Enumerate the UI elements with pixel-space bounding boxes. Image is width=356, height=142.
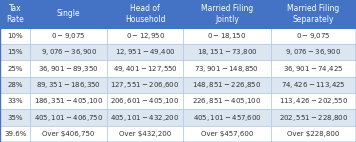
Bar [183, 126, 271, 142]
Text: 25%: 25% [7, 65, 23, 72]
Bar [30, 93, 107, 109]
Bar [183, 28, 271, 44]
Text: $12,951 - $49,400: $12,951 - $49,400 [115, 47, 175, 57]
Text: 15%: 15% [7, 49, 23, 55]
Text: $206,601 - $405,100: $206,601 - $405,100 [110, 96, 180, 106]
Text: $89,351 - $186,350: $89,351 - $186,350 [36, 80, 101, 90]
Text: $405,101 - $432,200: $405,101 - $432,200 [110, 112, 180, 123]
Text: Head of
Household: Head of Household [125, 4, 165, 24]
Bar [271, 77, 356, 93]
Text: $73,901 - $148,850: $73,901 - $148,850 [194, 63, 260, 74]
Text: $127,551 - $206,600: $127,551 - $206,600 [110, 80, 180, 90]
Bar [271, 93, 356, 109]
Bar [183, 0, 271, 28]
Text: $202,551 - $228,800: $202,551 - $228,800 [279, 112, 348, 123]
Text: $405,101 - $406,750: $405,101 - $406,750 [34, 112, 103, 123]
Bar [271, 60, 356, 77]
Bar [0, 0, 30, 28]
Text: Over $432,200: Over $432,200 [119, 131, 171, 137]
Bar [271, 28, 356, 44]
Text: 35%: 35% [7, 114, 23, 121]
Bar [183, 60, 271, 77]
Text: $405,101 - $457,600: $405,101 - $457,600 [193, 112, 261, 123]
Bar [30, 44, 107, 60]
Bar [271, 126, 356, 142]
Bar [0, 77, 30, 93]
Bar [30, 109, 107, 126]
Bar [30, 77, 107, 93]
Bar [107, 44, 183, 60]
Text: 28%: 28% [7, 82, 23, 88]
Text: $226,851 - $405,100: $226,851 - $405,100 [192, 96, 262, 106]
Bar [30, 28, 107, 44]
Text: Over $457,600: Over $457,600 [201, 131, 253, 137]
Bar [107, 0, 183, 28]
Bar [0, 28, 30, 44]
Bar [107, 77, 183, 93]
Text: Married Filing
Separately: Married Filing Separately [287, 4, 339, 24]
Bar [30, 126, 107, 142]
Text: $0 - $9,075: $0 - $9,075 [51, 31, 86, 41]
Text: $18,151 - $73,800: $18,151 - $73,800 [197, 47, 257, 57]
Bar [183, 77, 271, 93]
Bar [107, 93, 183, 109]
Text: $113,426 - $202,550: $113,426 - $202,550 [279, 96, 348, 106]
Text: $0 - $18,150: $0 - $18,150 [208, 31, 246, 41]
Text: 10%: 10% [7, 33, 23, 39]
Text: $0 - $9,075: $0 - $9,075 [296, 31, 330, 41]
Text: 39.6%: 39.6% [4, 131, 26, 137]
Text: Tax
Rate: Tax Rate [6, 4, 24, 24]
Bar [107, 60, 183, 77]
Bar [0, 60, 30, 77]
Bar [0, 126, 30, 142]
Bar [271, 44, 356, 60]
Text: $186,351 - $405,100: $186,351 - $405,100 [34, 96, 103, 106]
Text: $36,901 - $89,350: $36,901 - $89,350 [38, 63, 99, 74]
Text: $9,076 - $36,900: $9,076 - $36,900 [285, 47, 341, 57]
Text: Single: Single [57, 9, 80, 18]
Bar [0, 44, 30, 60]
Bar [0, 109, 30, 126]
Text: $36,901 - $74,425: $36,901 - $74,425 [283, 63, 344, 74]
Text: Married Filing
Jointly: Married Filing Jointly [201, 4, 253, 24]
Text: 33%: 33% [7, 98, 23, 104]
Bar [107, 28, 183, 44]
Bar [30, 60, 107, 77]
Bar [107, 109, 183, 126]
Bar [183, 93, 271, 109]
Text: $74,426 - $113,425: $74,426 - $113,425 [281, 80, 346, 90]
Bar [271, 0, 356, 28]
Text: $49,401 - $127,550: $49,401 - $127,550 [112, 63, 178, 74]
Text: Over $228,800: Over $228,800 [287, 131, 340, 137]
Text: Over $406,750: Over $406,750 [42, 131, 95, 137]
Bar [183, 44, 271, 60]
Bar [107, 126, 183, 142]
Bar [183, 109, 271, 126]
Bar [271, 109, 356, 126]
Text: $148,851 - $226,850: $148,851 - $226,850 [192, 80, 262, 90]
Bar [0, 93, 30, 109]
Bar [30, 0, 107, 28]
Text: $9,076 - $36,900: $9,076 - $36,900 [41, 47, 96, 57]
Text: $0 - $12,950: $0 - $12,950 [126, 31, 164, 41]
